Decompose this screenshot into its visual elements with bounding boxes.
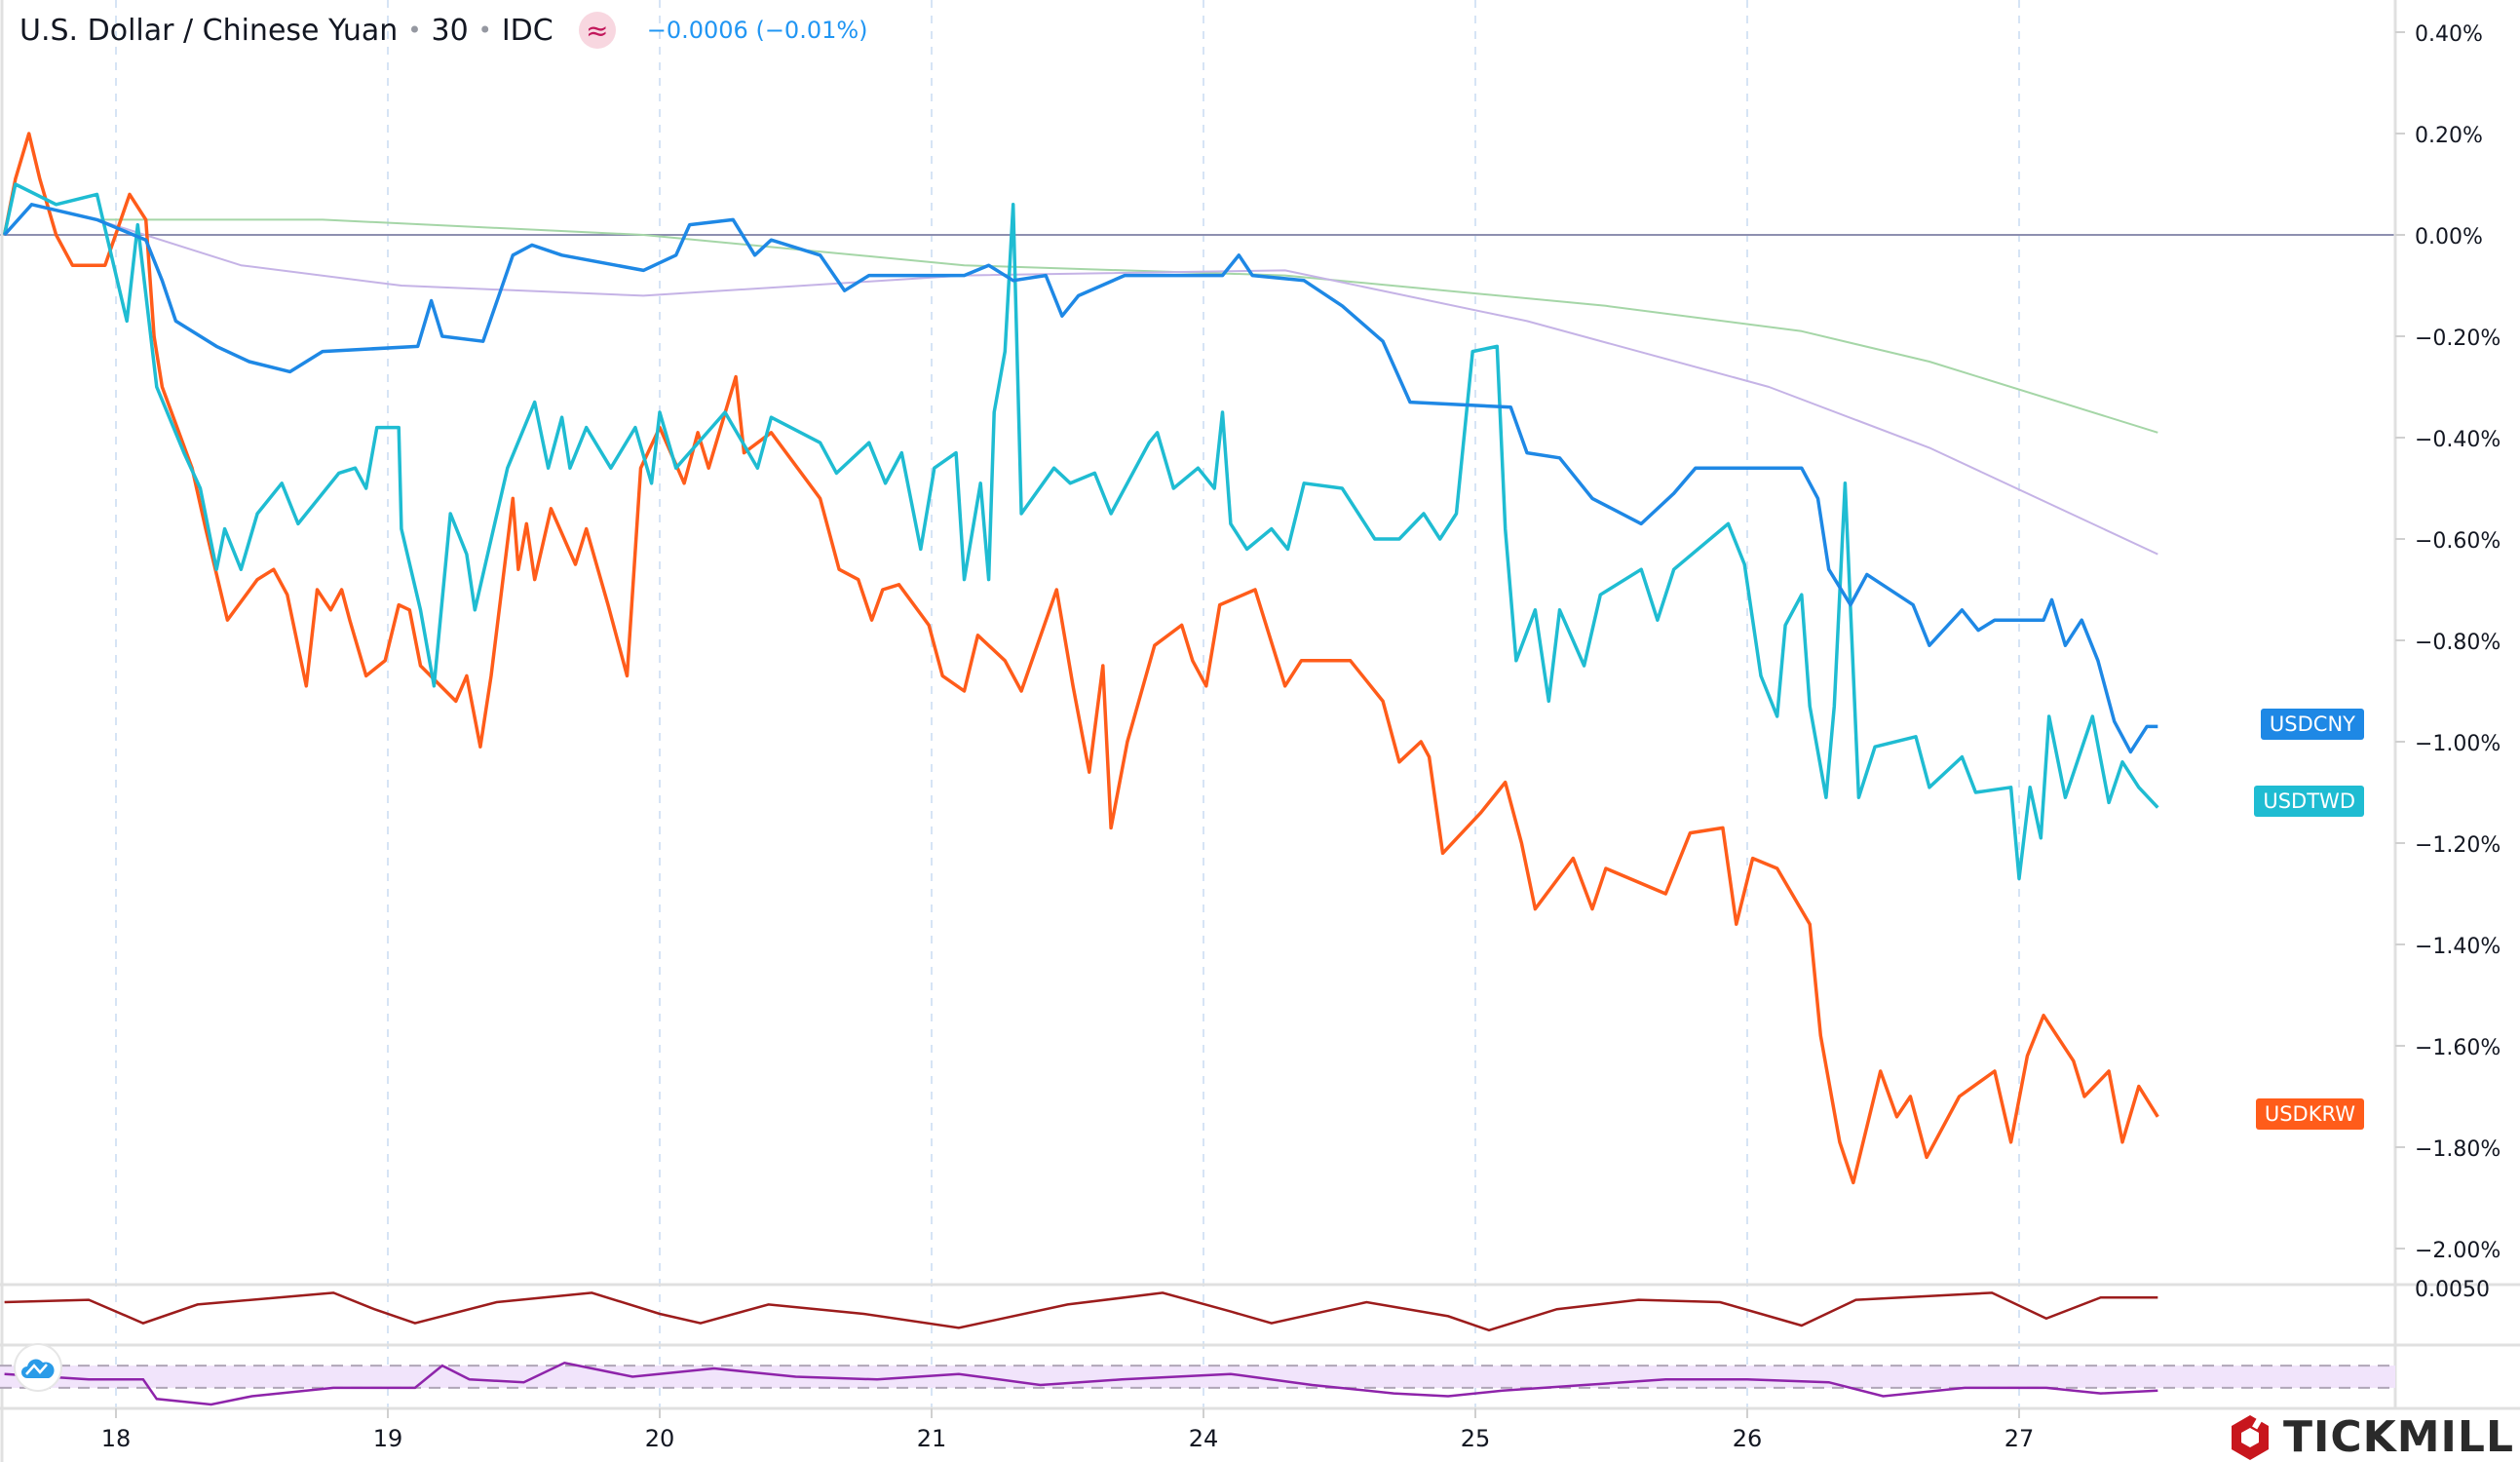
usdtwd-label: USDTWD bbox=[2254, 786, 2364, 817]
tickmill-hexagon-icon bbox=[2231, 1413, 2269, 1460]
tickmill-logo: TICKMILL bbox=[2229, 1412, 2514, 1462]
oscillator-axis-label: 0.0050 bbox=[2415, 1278, 2490, 1302]
y-tick-label: −0.80% bbox=[2415, 631, 2501, 655]
y-tick-label: −1.20% bbox=[2415, 833, 2501, 858]
x-tick-label: 24 bbox=[1189, 1425, 1219, 1452]
usdkrw-label: USDKRW bbox=[2255, 1098, 2364, 1130]
cloud-icon bbox=[21, 1359, 55, 1378]
x-tick-label: 18 bbox=[101, 1425, 132, 1452]
y-tick-label: 0.20% bbox=[2415, 124, 2483, 148]
series-line-ma_green bbox=[96, 218, 2158, 434]
x-tick-label: 21 bbox=[917, 1425, 947, 1452]
y-tick-label: −1.80% bbox=[2415, 1137, 2501, 1162]
separator-dot: • bbox=[477, 17, 492, 44]
x-tick-label: 26 bbox=[1733, 1425, 1763, 1452]
x-tick-label: 20 bbox=[645, 1425, 675, 1452]
chart-legend-header: U.S. Dollar / Chinese Yuan • 30 • IDC ≈ … bbox=[19, 12, 868, 49]
series-line-usdkrw bbox=[2, 132, 2159, 1185]
series-line-usdcny bbox=[3, 203, 2158, 754]
series-line-ma_purple bbox=[96, 218, 2158, 556]
y-tick-label: −2.00% bbox=[2415, 1239, 2501, 1263]
y-tick-label: 0.40% bbox=[2415, 22, 2483, 47]
rsi-line bbox=[4, 1361, 2158, 1406]
price-change: −0.0006 (−0.01%) bbox=[646, 17, 868, 44]
cloud-chart-button[interactable] bbox=[16, 1345, 60, 1390]
x-tick-label: 27 bbox=[2005, 1425, 2035, 1452]
axes: 0.40% 0.20% 0.00% −0.20% −0.40% −0.60% −0.80% −… bbox=[101, 22, 2501, 1452]
x-tick-label: 19 bbox=[373, 1425, 403, 1452]
x-tick-label: 25 bbox=[1461, 1425, 1491, 1452]
y-tick-label: −0.60% bbox=[2415, 529, 2501, 554]
approx-equal-icon[interactable]: ≈ bbox=[578, 12, 616, 49]
y-tick-label: −1.00% bbox=[2415, 732, 2501, 756]
symbol-name[interactable]: U.S. Dollar / Chinese Yuan bbox=[19, 13, 399, 48]
y-tick-label: −0.20% bbox=[2415, 327, 2501, 351]
interval: 30 bbox=[431, 13, 469, 48]
y-tick-label: −1.60% bbox=[2415, 1036, 2501, 1060]
oscillator-line bbox=[4, 1291, 2158, 1332]
series-layer bbox=[2, 132, 2159, 1185]
y-tick-label: −1.40% bbox=[2415, 935, 2501, 959]
exchange: IDC bbox=[501, 13, 554, 48]
indicator-panes bbox=[0, 1291, 2395, 1406]
series-line-usdtwd bbox=[2, 182, 2159, 881]
y-tick-label: −0.40% bbox=[2415, 428, 2501, 452]
separator-dot: • bbox=[407, 17, 422, 44]
logo-text: TICKMILL bbox=[2282, 1412, 2514, 1462]
y-tick-label: 0.00% bbox=[2415, 225, 2483, 250]
usdcny-label: USDCNY bbox=[2260, 709, 2364, 740]
